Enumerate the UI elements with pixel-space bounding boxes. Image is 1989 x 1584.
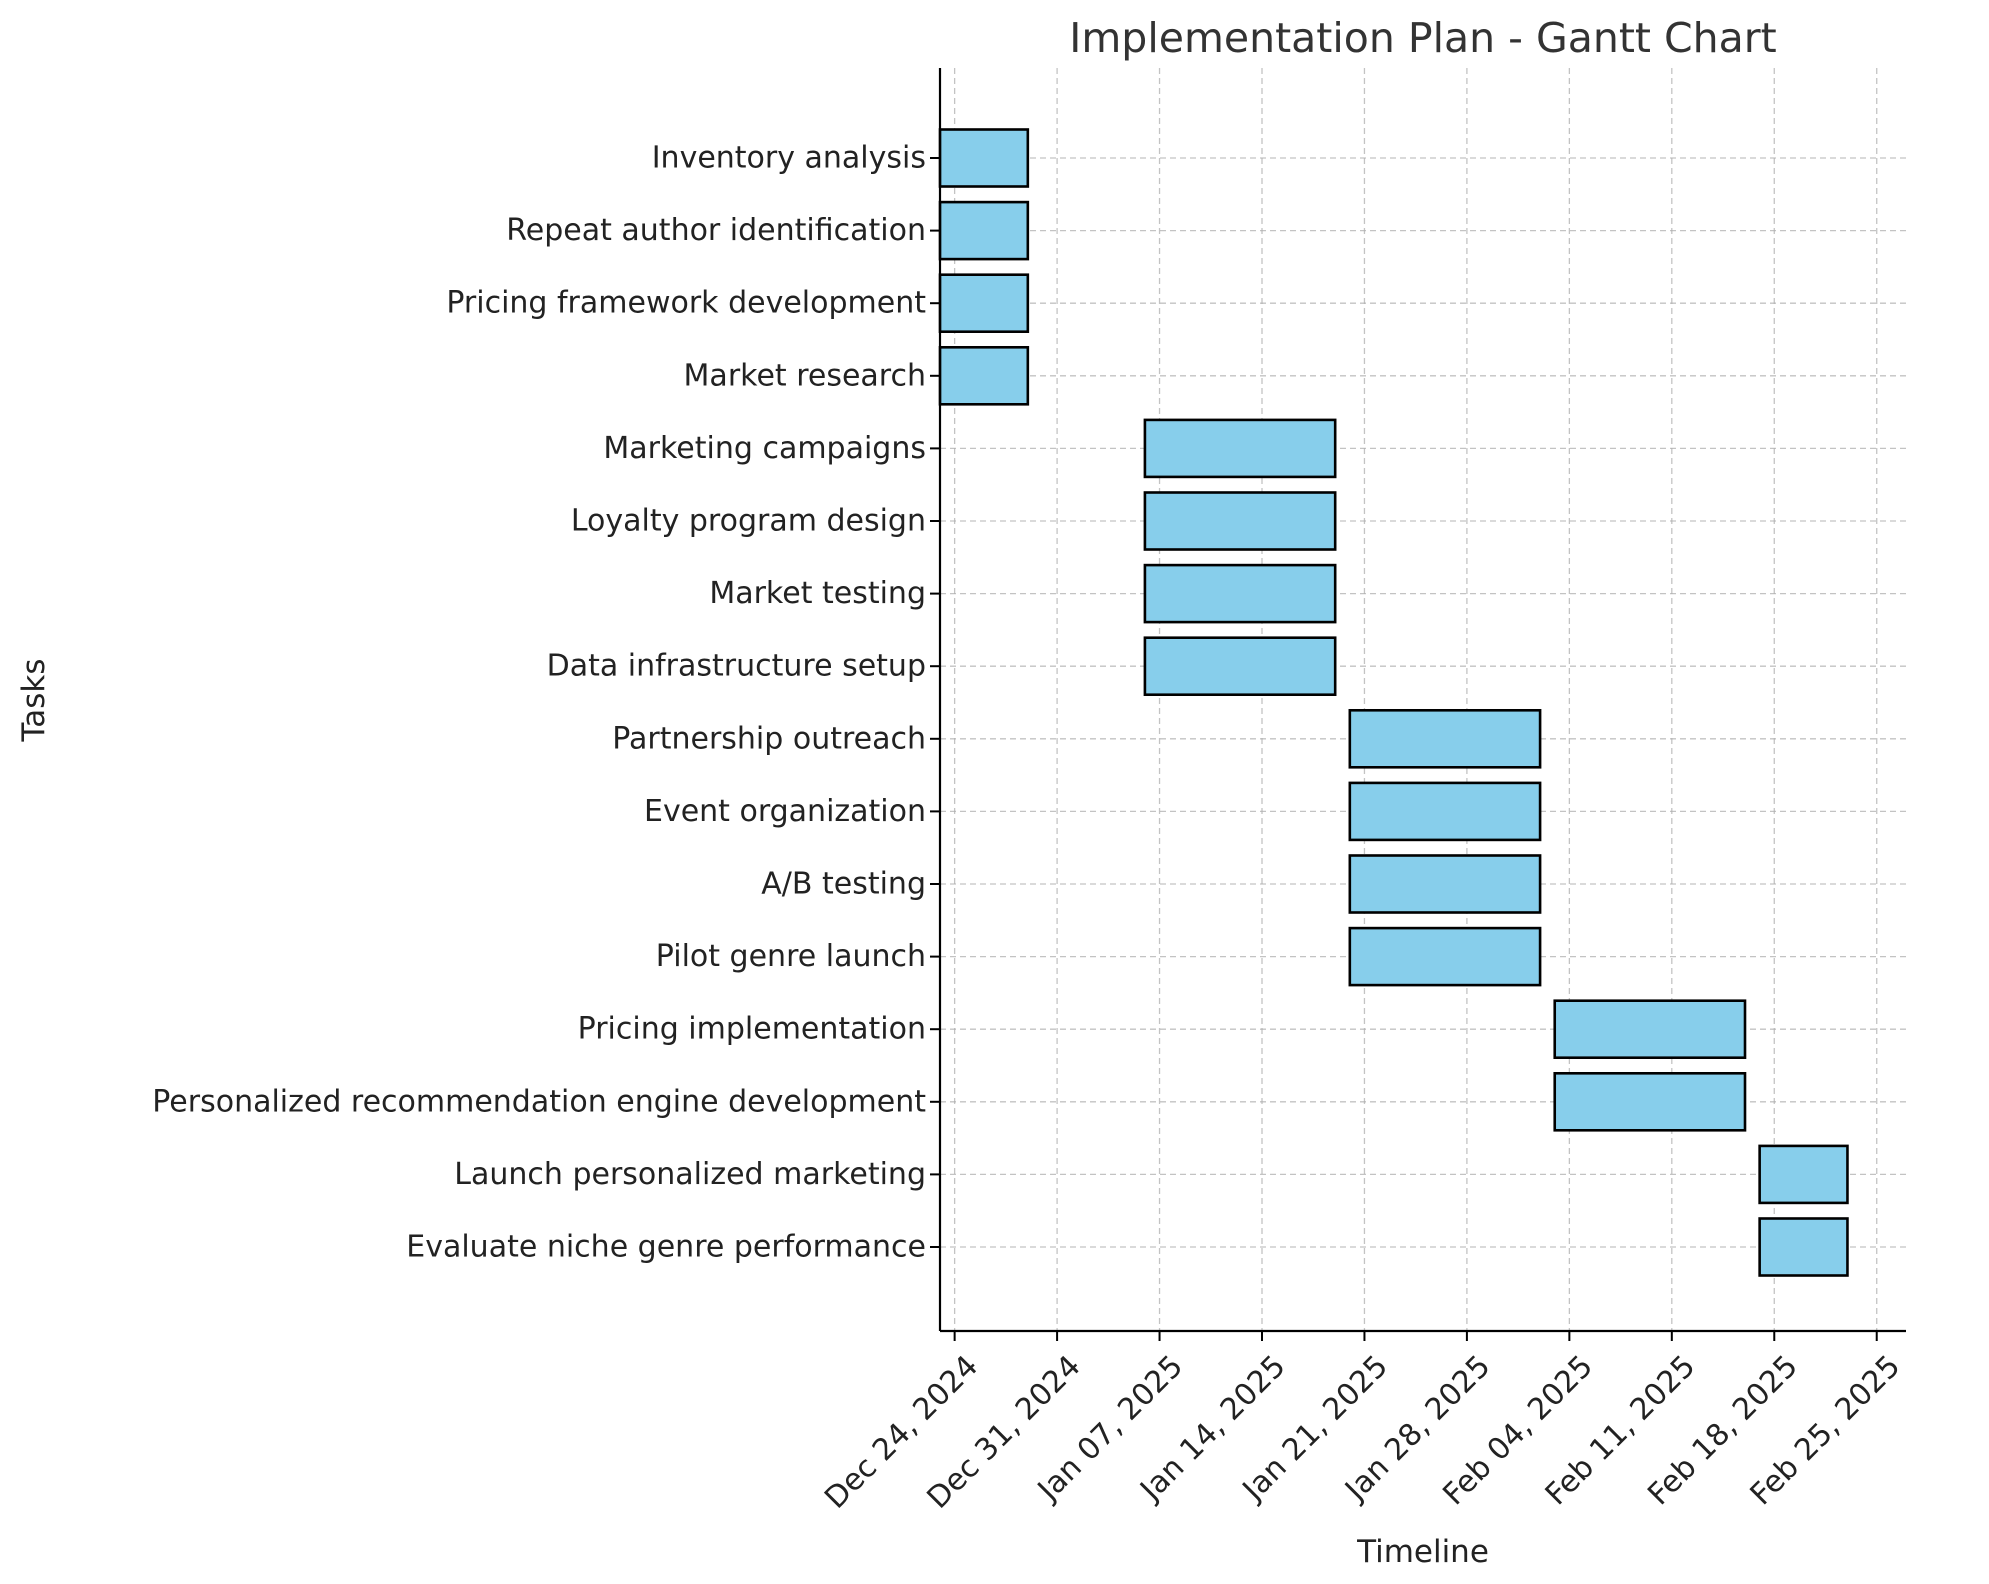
task-bar [938,128,1030,188]
task-label: Pricing framework development [446,286,926,321]
x-axis-title: Timeline [1356,1534,1489,1570]
task-label: Event organization [644,794,926,829]
task-label: Pricing implementation [578,1012,926,1047]
axis-layer [930,68,1906,1341]
task-label: Repeat author identification [506,213,926,248]
task-label: A/B testing [761,867,926,902]
task-label: Launch personalized marketing [454,1157,926,1192]
task-bar [1348,781,1542,842]
task-label: Market research [684,358,926,393]
task-label: Pilot genre launch [656,939,926,974]
task-label: Loyalty program design [571,504,926,539]
task-bar [1348,708,1542,769]
task-label: Marketing campaigns [603,431,926,466]
task-bar [1348,854,1542,914]
task-label: Data infrastructure setup [547,649,926,684]
task-label: Partnership outreach [612,721,926,756]
task-bar [938,273,1030,334]
y-axis-title: Tasks [16,658,52,742]
task-label: Inventory analysis [652,141,926,176]
task-label: Personalized recommendation engine devel… [152,1084,926,1119]
task-bar [1553,1072,1747,1132]
task-bar [1758,1217,1849,1277]
task-bar [1758,1144,1849,1205]
chart-title: Implementation Plan - Gantt Chart [1069,14,1776,62]
task-bar [1143,491,1337,551]
task-bar [1553,999,1747,1060]
task-bar [1348,926,1542,987]
task-label: Market testing [709,576,926,611]
task-label: Evaluate niche genre performance [406,1230,926,1265]
task-bar [938,200,1030,261]
task-bar [938,345,1030,406]
bar-layer [938,128,1849,1277]
grid-layer [940,68,1906,1331]
task-bar [1143,563,1337,624]
task-bar [1143,418,1337,479]
task-bar [1143,636,1337,697]
